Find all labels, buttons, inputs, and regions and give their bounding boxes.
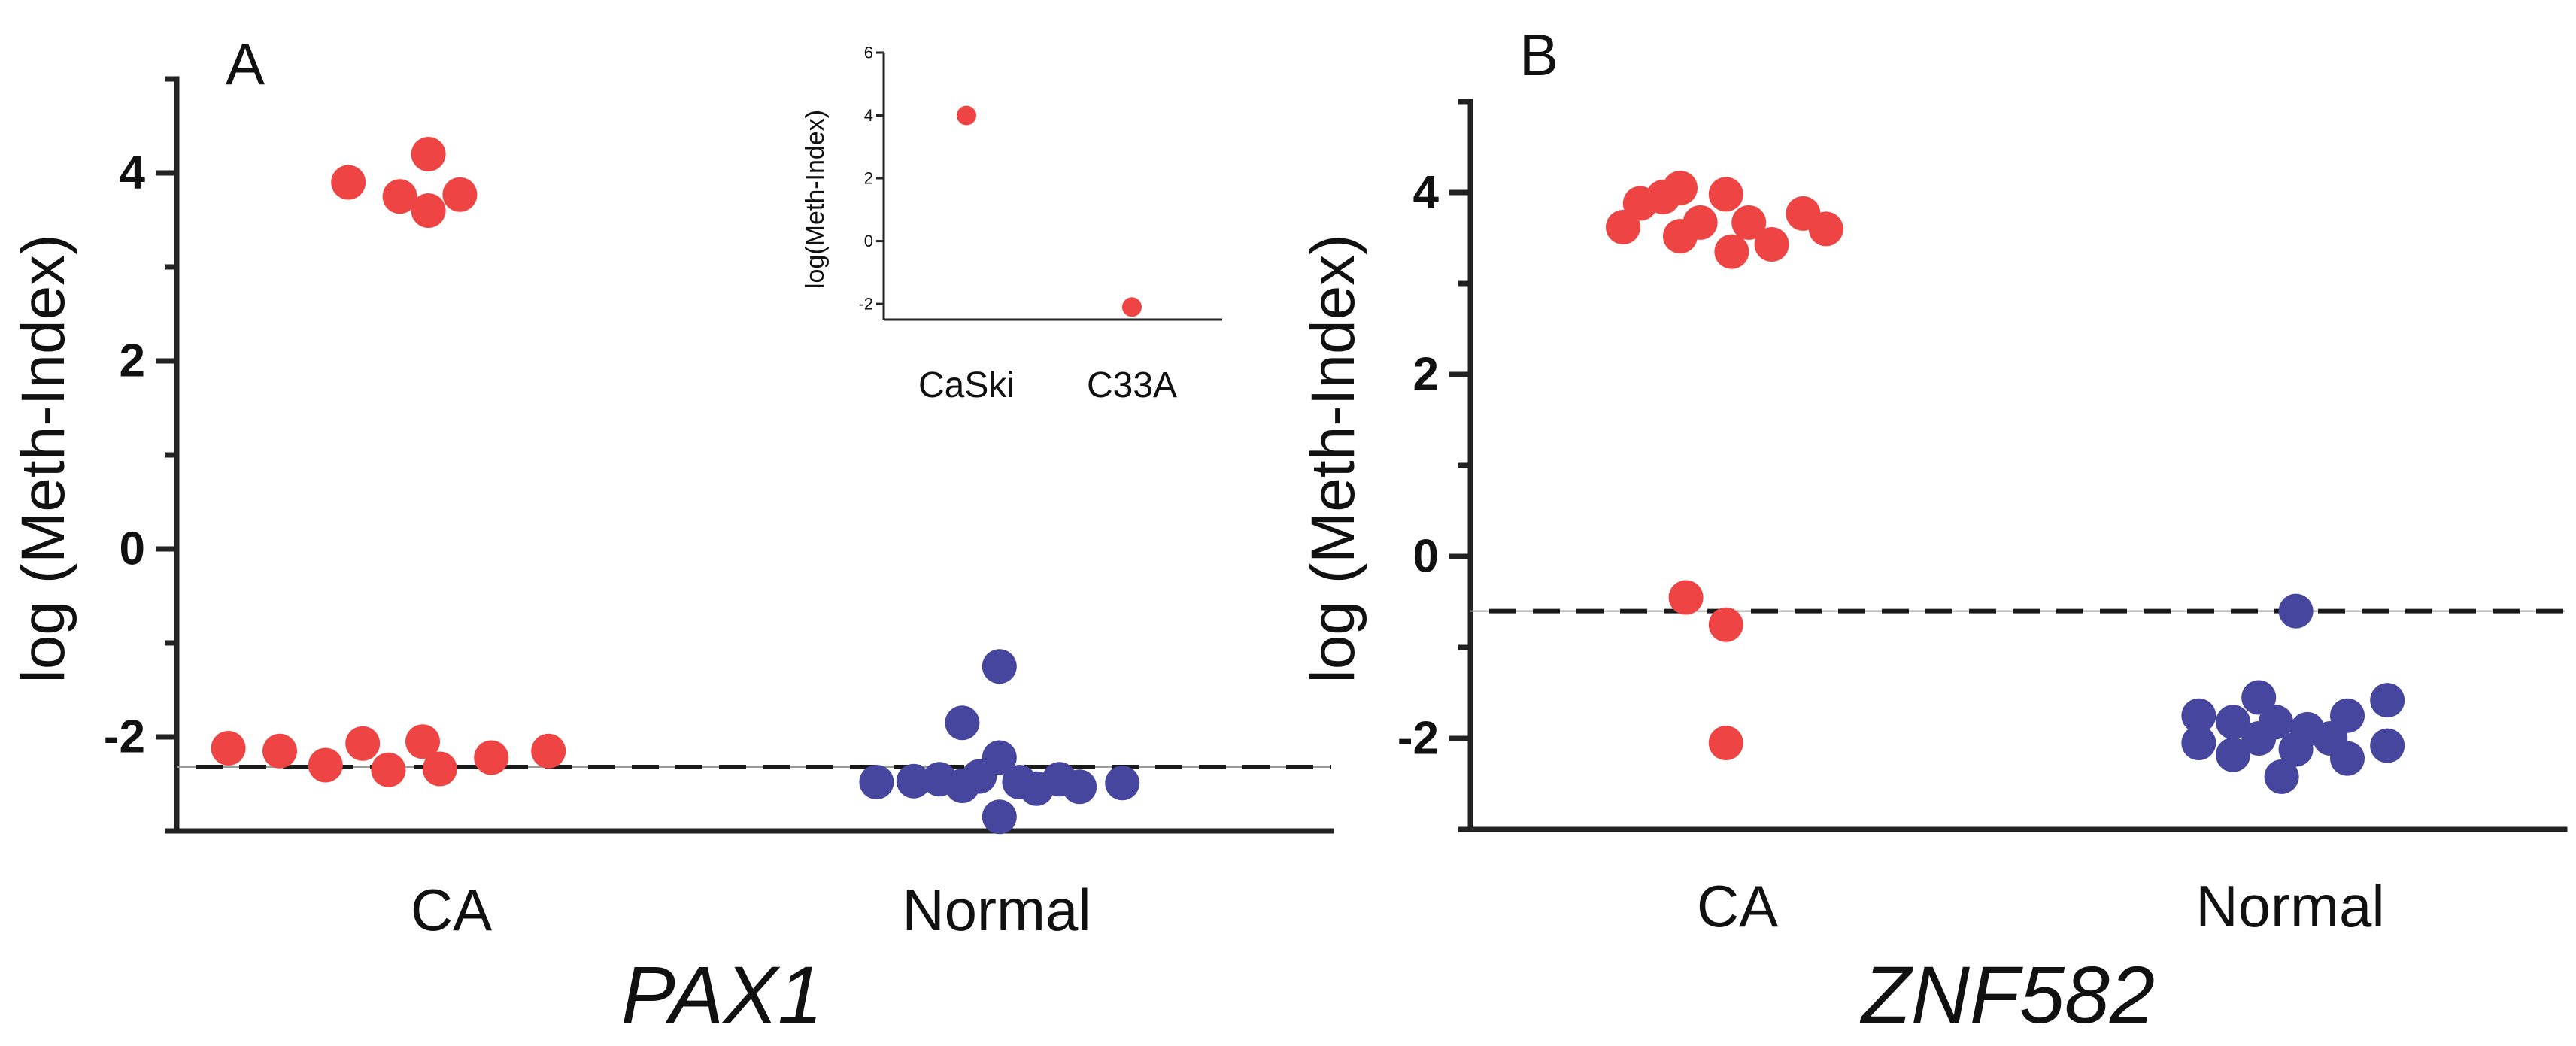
data-point-normal [2216, 737, 2250, 772]
data-point-ca [382, 179, 417, 214]
data-point-ca [405, 724, 440, 759]
data-point-normal [2259, 705, 2293, 740]
data-point-normal [859, 765, 894, 799]
inset-xtick-caski: CaSki [918, 365, 1015, 405]
inset-points [957, 105, 1142, 317]
data-point-normal [1062, 769, 1097, 805]
panel-b-znf582: B -2 0 2 4 CA Normal ZNF582 log (Meth-Index… [1299, 22, 2568, 1040]
data-point-ca [442, 177, 478, 212]
data-point-ca [1708, 607, 1743, 642]
data-point-normal [2241, 680, 2277, 715]
data-point-ca [308, 747, 343, 783]
data-point-ca [1708, 177, 1743, 212]
data-point-ca [331, 165, 366, 200]
data-point-normal [2278, 593, 2314, 629]
inset-data-point [1122, 297, 1142, 317]
panel-a-xlabel: PAX1 [621, 949, 823, 1040]
panel-b-xtick-normal: Normal [2195, 873, 2384, 939]
panel-a-ylabel: log (Meth-Index) [9, 234, 77, 683]
inset-xtick-c33a: C33A [1087, 365, 1177, 405]
data-point-ca [262, 733, 297, 769]
data-point-ca [422, 751, 457, 787]
data-point-ca [474, 740, 509, 775]
data-point-normal [2264, 759, 2299, 794]
y-tick-label: 0 [1413, 531, 1439, 583]
data-point-ca [1708, 726, 1743, 761]
data-point-normal [2330, 698, 2365, 733]
panel-a-points [211, 137, 1140, 835]
y-tick-label: 4 [120, 147, 146, 199]
data-point-normal [2370, 728, 2405, 763]
y-tick-label: -2 [1397, 713, 1439, 765]
data-point-normal [945, 705, 980, 741]
data-point-ca [1754, 226, 1789, 262]
inset-y-tick-label: 2 [864, 169, 873, 188]
panel-b-xlabel: ZNF582 [1859, 949, 2155, 1040]
data-point-ca [531, 733, 566, 769]
y-tick-label: 2 [1413, 349, 1439, 401]
y-tick-label: 0 [120, 523, 145, 575]
inset-ylabel: log(Meth-Index) [801, 110, 830, 289]
y-tick-label: 4 [1413, 167, 1440, 219]
inset-y-tick-label: 0 [864, 232, 873, 250]
panel-a-inset: -2 0 2 4 6 CaSki C33A log(Meth-Index) [801, 44, 1222, 405]
data-point-normal [2216, 705, 2250, 740]
data-point-normal [2181, 726, 2216, 761]
panel-a-xtick-normal: Normal [902, 877, 1091, 943]
data-point-ca [345, 726, 381, 761]
data-point-ca [371, 752, 406, 787]
data-point-normal [982, 740, 1017, 775]
panel-b-xtick-ca: CA [1697, 873, 1778, 939]
data-point-normal [2370, 683, 2405, 718]
panel-a-xtick-ca: CA [411, 877, 492, 943]
data-point-ca [211, 731, 246, 766]
data-point-ca [1731, 205, 1767, 240]
y-tick-label: -2 [104, 711, 145, 763]
panel-b-points [1606, 170, 2405, 794]
data-point-ca [1682, 205, 1718, 240]
inset-y-tick-label: -2 [858, 295, 873, 314]
data-point-ca [1663, 170, 1698, 205]
inset-y-tick-label: 4 [864, 106, 873, 125]
data-point-normal [2330, 741, 2365, 776]
data-point-ca [1808, 211, 1843, 247]
panel-b-letter: B [1519, 22, 1558, 88]
y-tick-label: 2 [120, 335, 145, 387]
data-point-normal [2181, 698, 2216, 733]
panel-b-y-ticks: -2 0 2 4 [1397, 99, 1470, 832]
data-point-ca [1668, 580, 1704, 615]
inset-y-ticks: -2 0 2 4 6 [858, 44, 884, 314]
panel-b-ylabel: log (Meth-Index) [1299, 234, 1367, 683]
inset-y-tick-label: 6 [864, 44, 873, 62]
data-point-ca [1714, 234, 1749, 269]
panel-a-letter: A [226, 31, 265, 97]
data-point-normal [982, 649, 1017, 684]
data-point-normal [1105, 766, 1140, 801]
data-point-normal [982, 799, 1017, 835]
data-point-ca [411, 137, 446, 171]
panel-a-y-ticks: -2 0 2 4 [104, 76, 177, 834]
inset-data-point [957, 105, 976, 126]
data-point-normal [896, 763, 931, 799]
data-point-ca [411, 193, 446, 228]
